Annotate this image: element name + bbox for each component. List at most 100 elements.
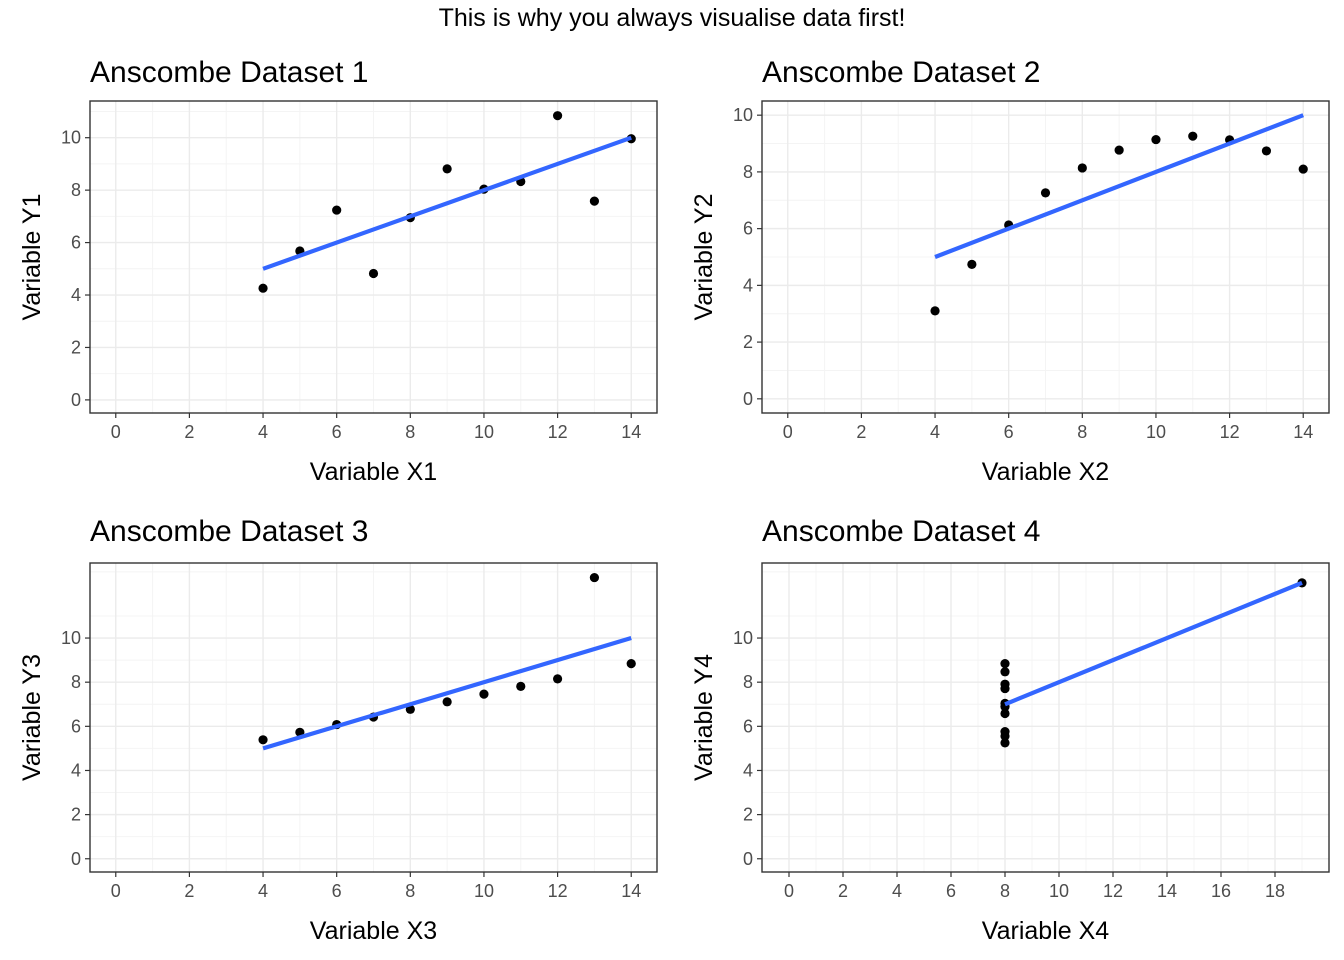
y-tick-label: 4 [71, 760, 81, 780]
panel-title: Anscombe Dataset 4 [762, 515, 1041, 548]
data-point [368, 268, 379, 279]
x-tick-label: 4 [892, 881, 902, 901]
data-point [552, 111, 563, 121]
y-tick-label: 0 [71, 849, 81, 869]
data-point [589, 196, 600, 206]
y-tick-label: 4 [71, 285, 81, 305]
plot-border [761, 100, 1330, 414]
data-point [552, 674, 563, 684]
plot-border [89, 562, 658, 873]
chart-panel-dataset-3: Anscombe Dataset 3 0 2 4 6 8 10 12 14 0 2 4 6 8 10 Var… [0, 515, 672, 955]
x-tick-label: 2 [184, 422, 194, 442]
data-point [332, 205, 342, 215]
x-tick-label: 10 [474, 881, 494, 901]
x-tick-label: 2 [184, 881, 194, 901]
y-tick-label: 4 [743, 275, 753, 295]
x-tick-label: 12 [1103, 881, 1123, 901]
x-tick-label: 8 [405, 881, 415, 901]
x-tick-label: 14 [1293, 422, 1313, 442]
x-tick-label: 12 [548, 422, 568, 442]
data-point [1000, 667, 1010, 677]
x-axis-title: Variable X2 [982, 458, 1109, 486]
plot-background [762, 563, 1329, 872]
data-point [258, 735, 268, 745]
data-point [1000, 731, 1010, 741]
x-tick-label: 10 [1146, 422, 1166, 442]
data-point [1077, 163, 1087, 173]
y-tick-label: 8 [743, 162, 753, 182]
x-tick-label: 4 [930, 422, 940, 442]
data-point [1000, 659, 1010, 669]
data-point [1114, 145, 1124, 155]
y-tick-label: 2 [71, 805, 81, 825]
panel-title: Anscombe Dataset 3 [90, 515, 369, 548]
y-tick-label: 8 [71, 180, 81, 200]
y-tick-label: 0 [743, 389, 753, 409]
data-point [1298, 164, 1308, 174]
y-tick-label: 6 [71, 233, 81, 253]
chart-panel-dataset-1: Anscombe Dataset 1 0 2 4 6 8 10 12 14 0 2 4 6 8 10 Var… [0, 56, 672, 496]
x-tick-label: 6 [1004, 422, 1014, 442]
data-point [1040, 188, 1051, 198]
y-axis-title: Variable Y1 [18, 194, 46, 321]
x-tick-label: 2 [856, 422, 866, 442]
chart-panel-dataset-2: Anscombe Dataset 2 0 2 4 6 8 10 12 14 0 2 4 6 8 10 Var… [672, 56, 1344, 496]
regression-line [262, 636, 632, 751]
x-tick-label: 14 [1157, 881, 1177, 901]
data-point [1000, 708, 1010, 719]
x-tick-label: 10 [474, 422, 494, 442]
figure-title: This is why you always visualise data fi… [438, 4, 906, 32]
data-point [1151, 134, 1161, 145]
x-tick-label: 0 [111, 881, 121, 901]
x-tick-label: 8 [405, 422, 415, 442]
x-tick-label: 4 [258, 881, 268, 901]
x-tick-label: 18 [1265, 881, 1285, 901]
panel-title: Anscombe Dataset 1 [90, 56, 369, 89]
x-tick-label: 8 [1000, 881, 1010, 901]
data-point [930, 306, 940, 316]
x-tick-label: 16 [1211, 881, 1231, 901]
data-point [516, 681, 526, 691]
y-tick-label: 0 [71, 390, 81, 410]
scatter-plot-dataset-1: 0 2 4 6 8 10 12 14 0 2 4 6 8 10 Variable X1 Variable Y1 [18, 100, 658, 486]
y-tick-label: 8 [743, 672, 753, 692]
regression-line [1004, 580, 1303, 707]
x-tick-label: 6 [332, 422, 342, 442]
y-axis-title: Variable Y2 [690, 194, 718, 321]
y-tick-label: 10 [61, 128, 81, 148]
data-point [1261, 146, 1272, 156]
y-tick-label: 2 [743, 805, 753, 825]
x-tick-label: 0 [111, 422, 121, 442]
y-tick-label: 0 [743, 849, 753, 869]
data-point [967, 259, 977, 269]
x-tick-label: 0 [783, 422, 793, 442]
data-point [442, 164, 452, 174]
plot-border [761, 562, 1330, 873]
x-tick-label: 6 [332, 881, 342, 901]
x-axis-title: Variable X3 [310, 917, 437, 945]
data-point [589, 572, 600, 583]
y-tick-label: 2 [743, 332, 753, 352]
y-axis-title: Variable Y4 [690, 654, 718, 781]
x-tick-label: 12 [548, 881, 568, 901]
x-tick-label: 6 [946, 881, 956, 901]
x-tick-label: 10 [1049, 881, 1069, 901]
scatter-plot-dataset-2: 0 2 4 6 8 10 12 14 0 2 4 6 8 10 Variable X2 Variable Y2 [690, 100, 1330, 486]
x-tick-label: 12 [1220, 422, 1240, 442]
data-point [442, 697, 452, 707]
data-point [1000, 679, 1010, 689]
regression-line [262, 135, 632, 271]
x-tick-label: 4 [258, 422, 268, 442]
x-axis-title: Variable X1 [310, 458, 437, 486]
y-tick-label: 2 [71, 337, 81, 357]
y-tick-label: 8 [71, 672, 81, 692]
x-tick-label: 0 [784, 881, 794, 901]
y-tick-label: 4 [743, 760, 753, 780]
scatter-plot-dataset-3: 0 2 4 6 8 10 12 14 0 2 4 6 8 10 Variable X3 Variable Y3 [18, 562, 658, 945]
scatter-plot-dataset-4: 0 2 4 6 8 10 12 14 16 18 0 2 4 6 8 10 Variable X4 Variabl… [690, 562, 1330, 945]
y-axis-title: Variable Y3 [18, 654, 46, 781]
y-tick-label: 10 [61, 628, 81, 648]
plot-border [89, 100, 658, 414]
y-tick-label: 10 [733, 105, 753, 125]
x-tick-label: 14 [621, 881, 641, 901]
